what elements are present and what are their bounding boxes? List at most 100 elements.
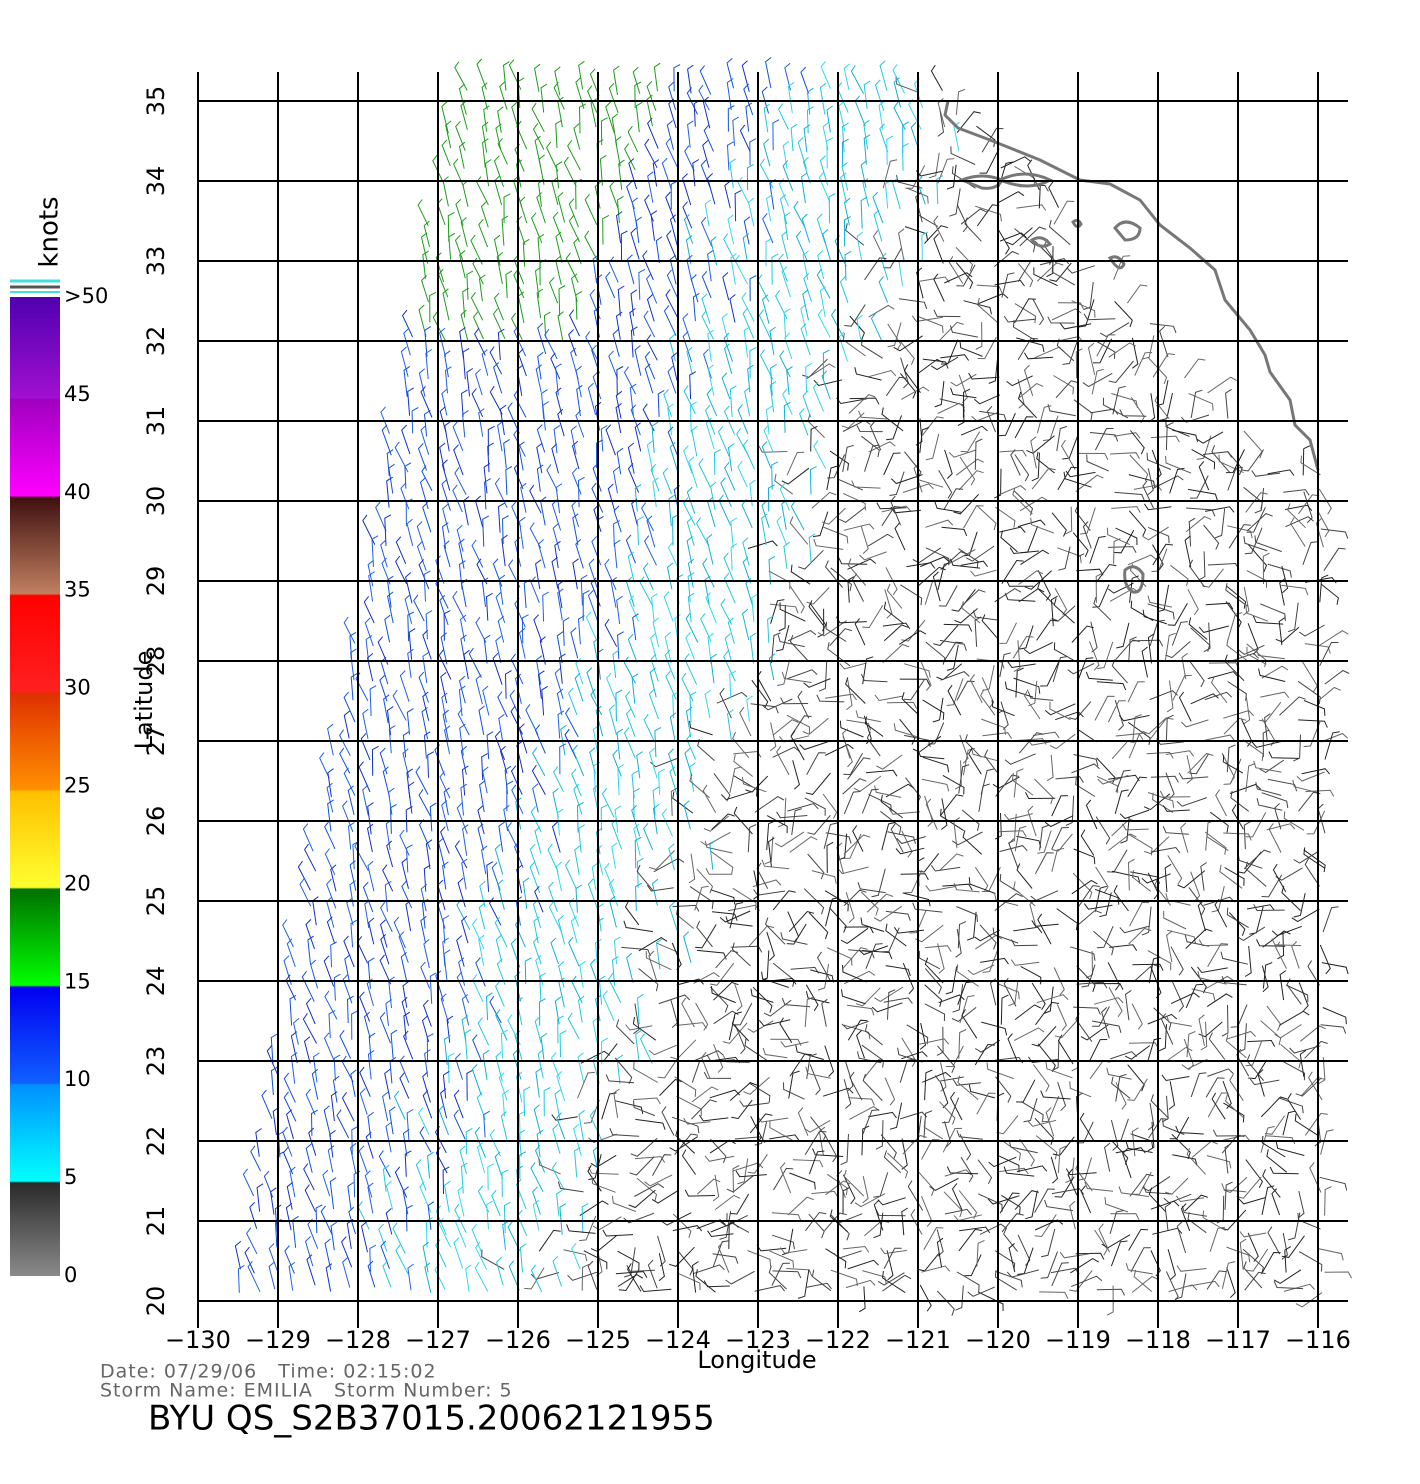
wind-barb	[460, 389, 468, 417]
colorbar-tick-label: 10	[64, 1067, 91, 1091]
wind-barb	[1091, 368, 1104, 395]
wind-barb	[851, 573, 864, 602]
wind-barb	[821, 370, 831, 400]
wind-barb	[350, 672, 358, 701]
wind-barb	[401, 996, 410, 1026]
wind-barb	[405, 1204, 413, 1232]
wind-barb	[971, 747, 999, 762]
wind-barb	[808, 533, 816, 564]
wind-barb	[1065, 795, 1075, 826]
wind-barb	[421, 898, 429, 929]
wind-barb	[522, 877, 530, 909]
wind-barb	[949, 325, 978, 338]
wind-barb	[865, 943, 883, 969]
wind-barb	[605, 101, 615, 134]
wind-barb	[839, 720, 864, 738]
wind-barb	[419, 1181, 432, 1213]
wind-barb	[630, 326, 638, 358]
wind-barb	[1292, 779, 1319, 794]
wind-barb	[557, 408, 565, 437]
wind-barb	[1131, 337, 1139, 369]
wind-barb	[392, 1222, 406, 1254]
wind-barb	[943, 488, 964, 510]
wind-barb	[521, 614, 529, 644]
wind-barb	[385, 1208, 393, 1235]
wind-barb	[1027, 1119, 1057, 1127]
colorbar-tick-label: 45	[64, 382, 91, 406]
wind-barb	[1110, 1051, 1138, 1060]
wind-barb	[1014, 165, 1036, 186]
wind-barb	[703, 815, 730, 832]
wind-barb	[1037, 569, 1051, 601]
wind-barb	[818, 1126, 826, 1156]
wind-barb	[907, 1180, 924, 1211]
wind-barb	[943, 623, 973, 632]
wind-barb	[811, 1269, 832, 1292]
wind-barb	[439, 406, 447, 434]
wind-barb	[822, 121, 830, 150]
x-tick-label: −118	[1125, 1326, 1191, 1354]
wind-barb	[438, 649, 452, 680]
wind-barb	[270, 1066, 278, 1096]
wind-barb	[1178, 691, 1192, 722]
wind-barb	[533, 614, 543, 643]
wind-barb	[482, 685, 490, 716]
wind-barb	[782, 388, 793, 415]
wind-barb	[723, 233, 736, 261]
wind-barb	[1200, 862, 1207, 891]
wind-barb	[575, 884, 583, 913]
wind-barb	[513, 269, 525, 299]
wind-barb	[933, 215, 945, 242]
wind-barb	[865, 769, 898, 777]
wind-barb	[406, 708, 414, 735]
wind-barb	[689, 773, 710, 799]
wind-barb	[766, 931, 775, 961]
wind-barb	[1012, 487, 1033, 515]
wind-barb	[669, 1246, 695, 1267]
wind-barb	[481, 349, 489, 376]
wind-barb	[629, 1156, 655, 1176]
wind-barb	[517, 1209, 528, 1237]
wind-barb	[1077, 452, 1109, 461]
wind-barb	[1050, 595, 1058, 627]
wind-barb	[842, 778, 867, 795]
wind-barb	[1152, 544, 1164, 571]
wind-barb	[729, 1082, 758, 1101]
wind-barb	[924, 1069, 933, 1101]
wind-barb	[705, 592, 717, 624]
wind-barb	[617, 631, 624, 660]
wind-barb	[828, 907, 847, 933]
wind-barb	[689, 720, 713, 736]
wind-barb	[670, 180, 678, 210]
wind-barb	[536, 442, 543, 474]
wind-barb	[681, 1149, 697, 1175]
wind-barb	[1151, 548, 1168, 573]
wind-barb	[261, 1089, 273, 1119]
wind-barb	[979, 924, 997, 950]
wind-barb	[806, 752, 826, 775]
wind-barb	[945, 1045, 964, 1067]
wind-barb	[950, 558, 981, 569]
wind-barb	[425, 349, 433, 380]
wind-barb	[466, 270, 474, 300]
wind-barb	[784, 332, 793, 360]
wind-barb	[775, 625, 790, 652]
wind-barb	[683, 931, 692, 963]
wind-barb	[1104, 1142, 1111, 1172]
wind-barb	[484, 159, 492, 187]
wind-barb	[749, 275, 757, 302]
wind-barb	[613, 1088, 620, 1118]
wind-barb	[778, 253, 788, 282]
wind-barb	[1247, 1232, 1259, 1262]
wind-barb	[962, 388, 971, 418]
wind-barb	[553, 424, 561, 454]
wind-barb	[1207, 671, 1239, 680]
wind-barb	[1320, 528, 1349, 539]
wind-barb	[842, 947, 868, 969]
wind-barb	[446, 1015, 454, 1043]
wind-barb	[627, 633, 638, 663]
wind-barb	[499, 404, 507, 436]
wind-barb	[942, 641, 963, 663]
wind-barb	[613, 505, 622, 533]
wind-barb	[962, 830, 983, 855]
